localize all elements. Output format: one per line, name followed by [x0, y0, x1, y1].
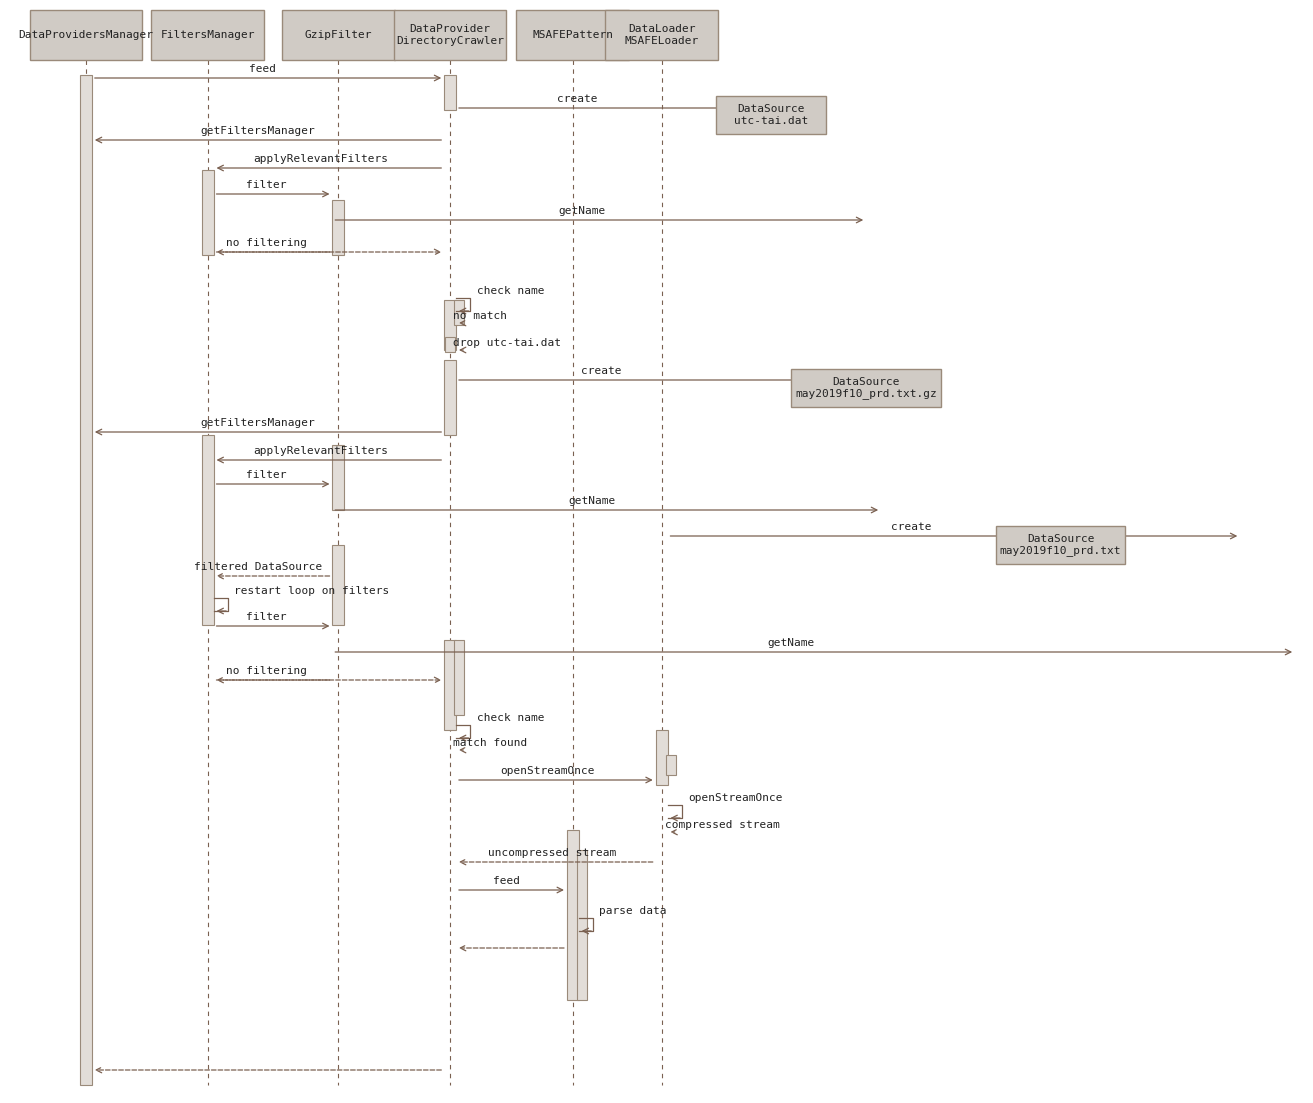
Text: DataSource
may2019f10_prd.txt.gz: DataSource may2019f10_prd.txt.gz [796, 377, 937, 399]
Text: applyRelevantFilters: applyRelevantFilters [253, 154, 387, 164]
Text: DataProvider
DirectoryCrawler: DataProvider DirectoryCrawler [397, 24, 504, 46]
Bar [792, 370, 941, 407]
Text: filter: filter [247, 470, 286, 480]
Text: no filtering: no filtering [226, 238, 307, 248]
Text: DataProvidersManager: DataProvidersManager [18, 30, 154, 40]
Text: restart loop on filters: restart loop on filters [234, 586, 390, 596]
Bar [444, 75, 456, 110]
Text: create: create [890, 522, 931, 532]
Text: create: create [582, 366, 622, 376]
Bar [454, 300, 463, 325]
Bar [394, 10, 507, 61]
Bar [567, 829, 579, 1000]
Text: match found: match found [453, 738, 528, 748]
Bar [605, 10, 718, 61]
Text: check name: check name [477, 286, 544, 296]
Bar [332, 445, 344, 510]
Bar [666, 754, 676, 775]
Text: uncompressed stream: uncompressed stream [487, 848, 616, 858]
Bar [282, 10, 395, 61]
Bar [444, 360, 456, 435]
Text: FiltersManager: FiltersManager [160, 30, 255, 40]
Bar [30, 10, 142, 61]
Bar [717, 96, 826, 133]
Text: feed: feed [494, 876, 520, 886]
Text: DataSource
utc-tai.dat: DataSource utc-tai.dat [734, 104, 809, 126]
Text: GzipFilter: GzipFilter [305, 30, 372, 40]
Text: no match: no match [453, 311, 507, 321]
Bar [444, 300, 456, 350]
Text: MSAFEPattern: MSAFEPattern [532, 30, 613, 40]
Text: getName: getName [768, 638, 815, 647]
Text: check name: check name [477, 713, 544, 722]
Text: create: create [557, 94, 597, 104]
Bar [445, 338, 456, 352]
Text: feed: feed [249, 64, 276, 74]
Bar [151, 10, 264, 61]
Bar [995, 526, 1125, 564]
Text: filtered DataSource: filtered DataSource [194, 563, 323, 572]
Text: getName: getName [558, 206, 605, 216]
Text: DataLoader
MSAFELoader: DataLoader MSAFELoader [625, 24, 699, 46]
Text: DataSource
may2019f10_prd.txt: DataSource may2019f10_prd.txt [1001, 534, 1121, 556]
Text: getFiltersManager: getFiltersManager [200, 418, 315, 428]
Text: parse data: parse data [599, 906, 667, 915]
Text: filter: filter [247, 612, 286, 622]
Text: openStreamOnce: openStreamOnce [500, 765, 595, 777]
Text: filter: filter [247, 180, 286, 190]
Text: getName: getName [569, 496, 616, 506]
Text: openStreamOnce: openStreamOnce [688, 793, 783, 803]
Text: compressed stream: compressed stream [664, 820, 780, 829]
Bar [444, 640, 456, 730]
Bar [202, 435, 214, 625]
Text: drop utc-tai.dat: drop utc-tai.dat [453, 338, 561, 349]
Bar [332, 545, 344, 625]
Text: no filtering: no filtering [226, 666, 307, 676]
Bar [332, 200, 344, 255]
Text: applyRelevantFilters: applyRelevantFilters [253, 446, 387, 456]
Bar [80, 75, 92, 1085]
Bar [655, 730, 667, 785]
Bar [516, 10, 629, 61]
Bar [454, 640, 463, 715]
Text: getFiltersManager: getFiltersManager [200, 126, 315, 136]
Bar [576, 850, 587, 1000]
Bar [202, 170, 214, 255]
